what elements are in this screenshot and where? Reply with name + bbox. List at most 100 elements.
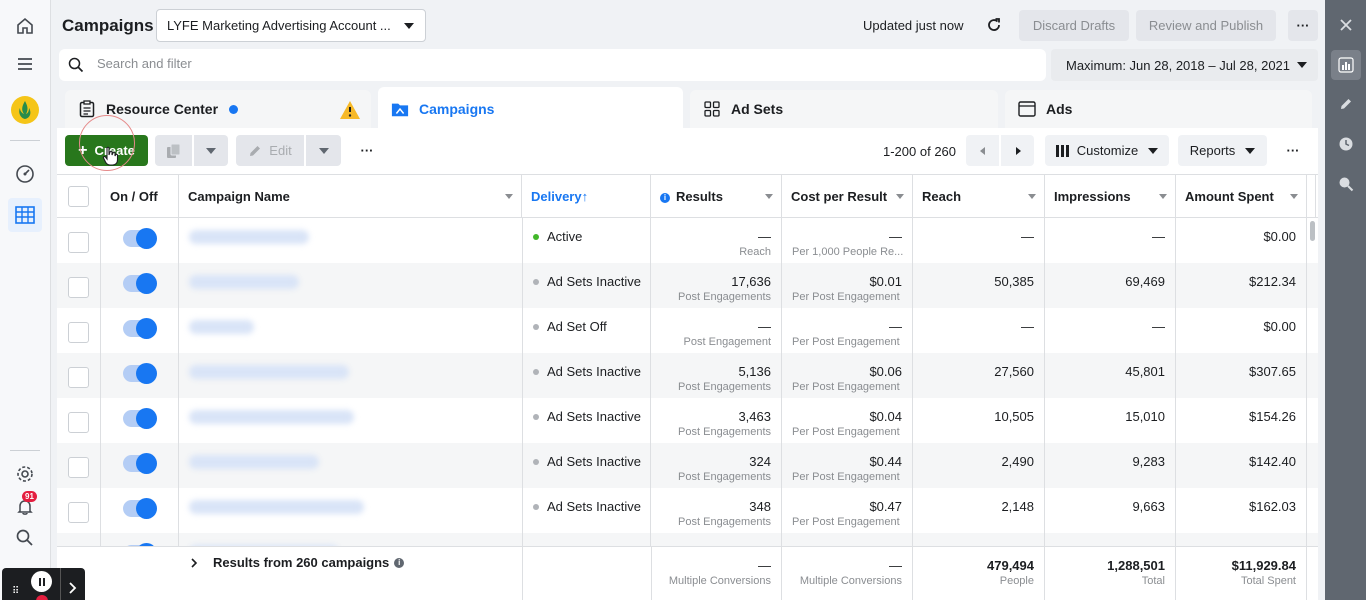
account-selector[interactable]: LYFE Marketing Advertising Account ... xyxy=(156,9,426,42)
warning-icon[interactable] xyxy=(339,100,361,123)
drag-handle-icon[interactable]: ⠿ xyxy=(12,586,20,597)
campaign-name-cell[interactable] xyxy=(179,353,522,398)
impressions-cell: 9,283 xyxy=(1045,443,1176,488)
amount-spent-value: $307.65 xyxy=(1249,364,1296,379)
campaign-name-cell[interactable] xyxy=(179,443,522,488)
table-row[interactable]: Ad Sets Inactive 324 Post Engagements $0.44… xyxy=(57,443,1318,488)
results-value: — xyxy=(758,319,771,334)
table-scrollbar[interactable] xyxy=(1310,221,1315,241)
impressions-cell: — xyxy=(1045,308,1176,353)
table-row[interactable]: Ad Sets Inactive 17,636 Post Engagements $0… xyxy=(57,263,1318,308)
next-page-button[interactable] xyxy=(1001,135,1034,166)
reach-cell: 50,385 xyxy=(913,263,1045,308)
campaign-name-cell[interactable] xyxy=(179,308,522,353)
row-checkbox[interactable] xyxy=(68,367,89,388)
campaign-name-cell[interactable] xyxy=(179,488,522,533)
header-amount-spent[interactable]: Amount Spent xyxy=(1176,175,1307,218)
date-range-label: Maximum: Jun 28, 2018 – Jul 28, 2021 xyxy=(1066,58,1291,73)
select-all-checkbox[interactable] xyxy=(68,186,89,207)
search-icon[interactable] xyxy=(11,524,39,552)
table-row[interactable]: Ad Set Off — Post Engagement — Per Post Enga… xyxy=(57,308,1318,353)
impressions-value: 69,469 xyxy=(1125,274,1165,289)
campaign-toggle[interactable] xyxy=(123,318,157,339)
campaign-name-cell[interactable] xyxy=(179,398,522,443)
header-label: Reach xyxy=(922,189,962,204)
discard-drafts-button[interactable]: Discard Drafts xyxy=(1019,10,1129,41)
row-checkbox[interactable] xyxy=(68,322,89,343)
refresh-button[interactable] xyxy=(978,10,1010,40)
header-campaign-name[interactable]: Campaign Name xyxy=(179,175,522,218)
chevron-left-icon xyxy=(979,146,985,155)
pause-button[interactable] xyxy=(31,571,52,592)
tab-ad-sets[interactable]: Ad Sets xyxy=(690,90,998,128)
results-cell: — Post Engagement xyxy=(651,308,782,353)
bar-chart-icon[interactable] xyxy=(1331,50,1361,80)
campaign-toggle[interactable] xyxy=(123,363,157,384)
customize-button[interactable]: Customize xyxy=(1045,135,1169,166)
review-publish-button[interactable]: Review and Publish xyxy=(1136,10,1276,41)
results-value: — xyxy=(758,229,771,244)
table-row[interactable]: Ad Sets Inactive 5,136 Post Engagements $0.… xyxy=(57,353,1318,398)
duplicate-button[interactable] xyxy=(155,135,192,166)
row-select-cell xyxy=(57,488,101,533)
cpr-sub: Per Post Engagement xyxy=(792,291,900,303)
row-checkbox[interactable] xyxy=(68,412,89,433)
table-more-button[interactable]: ··· xyxy=(1286,143,1300,158)
header-cost-per-result[interactable]: Cost per Result xyxy=(782,175,913,218)
tab-resource-center[interactable]: Resource Center xyxy=(65,90,371,128)
cpr-cell: — Per 1,000 People Re... xyxy=(782,218,913,263)
zoom-search-icon[interactable] xyxy=(1333,171,1359,197)
tab-ads[interactable]: Ads xyxy=(1005,90,1312,128)
row-checkbox[interactable] xyxy=(68,502,89,523)
header-on-off[interactable]: On / Off xyxy=(101,175,179,218)
pencil-icon[interactable] xyxy=(1333,91,1359,117)
home-icon[interactable] xyxy=(11,12,39,40)
reach-value: 2,490 xyxy=(1001,454,1034,469)
more-options-button[interactable]: ··· xyxy=(1288,10,1318,41)
campaign-toggle[interactable] xyxy=(123,453,157,474)
campaign-toggle[interactable] xyxy=(123,273,157,294)
clock-icon[interactable] xyxy=(1333,131,1359,157)
reports-button[interactable]: Reports xyxy=(1178,135,1267,166)
settings-gear-icon[interactable] xyxy=(11,460,39,488)
header-delivery[interactable]: Delivery↑ xyxy=(522,175,651,218)
row-checkbox[interactable] xyxy=(68,232,89,253)
campaign-name-cell[interactable] xyxy=(179,218,522,263)
results-value: 17,636 xyxy=(731,274,771,289)
header-impressions[interactable]: Impressions xyxy=(1045,175,1176,218)
header-results[interactable]: i Results xyxy=(651,175,782,218)
summary-spent: $11,929.84 Total Spent xyxy=(1176,547,1307,600)
campaign-toggle[interactable] xyxy=(123,498,157,519)
impressions-value: — xyxy=(1152,319,1165,334)
duplicate-dropdown-button[interactable] xyxy=(194,135,228,166)
header-reach[interactable]: Reach xyxy=(913,175,1045,218)
campaign-toggle[interactable] xyxy=(123,408,157,429)
table-icon[interactable] xyxy=(8,198,42,232)
account-logo-icon[interactable] xyxy=(11,96,39,124)
cpr-cell: — Per Post Engagement xyxy=(782,308,913,353)
row-checkbox[interactable] xyxy=(68,277,89,298)
table-row[interactable]: Ad Sets Inactive 348 Post Engagements $0.47… xyxy=(57,488,1318,533)
grid-icon xyxy=(703,100,721,118)
row-checkbox[interactable] xyxy=(68,457,89,478)
row-select-cell xyxy=(57,353,101,398)
dashboard-icon[interactable] xyxy=(11,160,39,188)
delivery-label: Ad Sets Inactive xyxy=(547,274,641,289)
menu-icon[interactable] xyxy=(11,50,39,78)
table-row[interactable]: Active — Reach — Per 1,000 People Re... — — $0.… xyxy=(57,218,1318,263)
expand-button[interactable] xyxy=(68,582,78,597)
edit-dropdown-button[interactable] xyxy=(306,135,341,166)
previous-page-button[interactable] xyxy=(966,135,999,166)
summary-label-group[interactable]: Results from 260 campaigns i xyxy=(189,555,405,570)
close-icon[interactable] xyxy=(1333,12,1359,38)
table-row[interactable]: Ad Sets Inactive 3,463 Post Engagements $0.… xyxy=(57,398,1318,443)
date-range-selector[interactable]: Maximum: Jun 28, 2018 – Jul 28, 2021 xyxy=(1051,49,1318,81)
tab-campaigns[interactable]: Campaigns xyxy=(378,87,683,130)
search-input[interactable] xyxy=(97,56,997,71)
campaign-name-cell[interactable] xyxy=(179,263,522,308)
edit-button[interactable]: Edit xyxy=(236,135,304,166)
toolbar-more-button[interactable]: ··· xyxy=(360,143,374,158)
header-label: Amount Spent xyxy=(1185,189,1274,204)
campaign-toggle[interactable] xyxy=(123,228,157,249)
reach-cell: — xyxy=(913,218,1045,263)
